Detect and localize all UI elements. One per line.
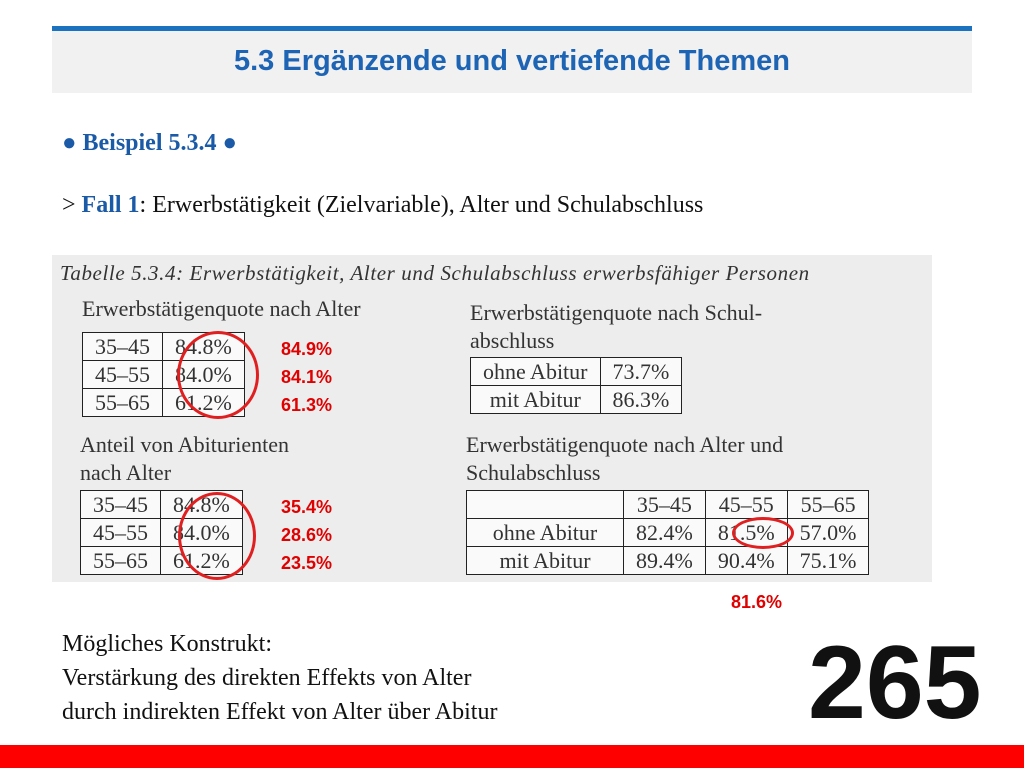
table3-title-line: Anteil von Abiturienten	[80, 432, 289, 457]
table2: ohne Abitur 73.7% mit Abitur 86.3%	[470, 357, 683, 414]
table-cell: 55–65	[786, 490, 870, 519]
highlight-circle	[732, 517, 794, 549]
table4: 35–45 45–55 55–65 ohne Abitur 82.4% 81.5% 57.…	[466, 490, 870, 575]
table-cell: 45–55	[82, 360, 163, 389]
table-cell: 89.4%	[623, 546, 706, 575]
table3-annotations: 35.4% 28.6% 23.5%	[281, 493, 332, 577]
table-cell: 86.3%	[599, 385, 683, 414]
table1-annotations: 84.9% 84.1% 61.3%	[281, 335, 332, 419]
table3-title: Anteil von Abiturienten nach Alter	[80, 431, 289, 487]
page-number: 265	[808, 625, 982, 741]
table-cell: 73.7%	[599, 357, 683, 386]
table4-title: Erwerbstätigenquote nach Alter und Schul…	[466, 431, 783, 487]
table2-title-line: abschluss	[470, 328, 555, 353]
case-fall-label: Fall 1	[81, 192, 140, 218]
table2-title: Erwerbstätigenquote nach Schul- abschlus…	[470, 299, 762, 355]
construct-line: durch indirekten Effekt von Alter über A…	[62, 699, 498, 725]
table-cell: 82.4%	[623, 518, 706, 547]
table3-title-line: nach Alter	[80, 460, 172, 485]
construct-line: Verstärkung des direkten Effekts von Alt…	[62, 665, 472, 691]
slide-header: 5.3 Ergänzende und vertiefende Themen	[52, 26, 972, 93]
annotation-value: 61.3%	[281, 395, 333, 415]
case-text: : Erwerbstätigkeit (Zielvariable), Alter…	[139, 192, 704, 218]
table-cell: 75.1%	[786, 546, 870, 575]
highlight-circle	[178, 492, 256, 580]
table-cell: 35–45	[82, 332, 163, 361]
annotation-value: 84.9%	[281, 339, 333, 359]
table-cell: 55–65	[82, 388, 163, 417]
table-cell: 90.4%	[704, 546, 788, 575]
example-heading: ● Beispiel 5.3.4 ●	[62, 130, 237, 156]
table-cell	[466, 490, 624, 519]
table4-title-line: Schulabschluss	[466, 460, 601, 485]
table-row: ohne Abitur 82.4% 81.5% 57.0%	[466, 518, 870, 547]
annotation-value: 35.4%	[281, 497, 333, 517]
construct-line: Mögliches Konstrukt:	[62, 631, 272, 657]
annotation-value: 23.5%	[281, 553, 333, 573]
table4-title-line: Erwerbstätigenquote nach Alter und	[466, 432, 784, 457]
table-cell: 57.0%	[786, 518, 870, 547]
footer-bar	[0, 745, 1024, 768]
annotation-value: 28.6%	[281, 525, 333, 545]
table-cell: 35–45	[623, 490, 706, 519]
table-panel: Tabelle 5.3.4: Erwerbstätigkeit, Alter u…	[52, 255, 932, 582]
case-line: > Fall 1: Erwerbstätigkeit (Zielvariable…	[62, 192, 703, 219]
table-row: ohne Abitur 73.7%	[470, 357, 683, 386]
case-prefix: >	[62, 192, 82, 218]
table-cell: 35–45	[80, 490, 161, 519]
table-row: mit Abitur 89.4% 90.4% 75.1%	[466, 546, 870, 575]
table2-title-line: Erwerbstätigenquote nach Schul-	[470, 300, 763, 325]
table-row: mit Abitur 86.3%	[470, 385, 683, 414]
table-cell: mit Abitur	[466, 546, 624, 575]
table-cell: ohne Abitur	[470, 357, 601, 386]
table-cell: 55–65	[80, 546, 161, 575]
table-header-row: 35–45 45–55 55–65	[466, 490, 870, 519]
table-cell: ohne Abitur	[466, 518, 624, 547]
highlight-circle	[177, 331, 259, 419]
annotation-value: 84.1%	[281, 367, 333, 387]
table-caption: Tabelle 5.3.4: Erwerbstätigkeit, Alter u…	[60, 261, 810, 285]
table-cell: 45–55	[80, 518, 161, 547]
table-cell: 45–55	[704, 490, 788, 519]
table1-title: Erwerbstätigenquote nach Alter	[82, 296, 361, 321]
slide-title: 5.3 Ergänzende und vertiefende Themen	[234, 45, 790, 77]
construct-text: Mögliches Konstrukt: Verstärkung des dir…	[62, 627, 497, 729]
table-cell: mit Abitur	[470, 385, 601, 414]
table4-annotation: 81.6%	[731, 592, 783, 612]
